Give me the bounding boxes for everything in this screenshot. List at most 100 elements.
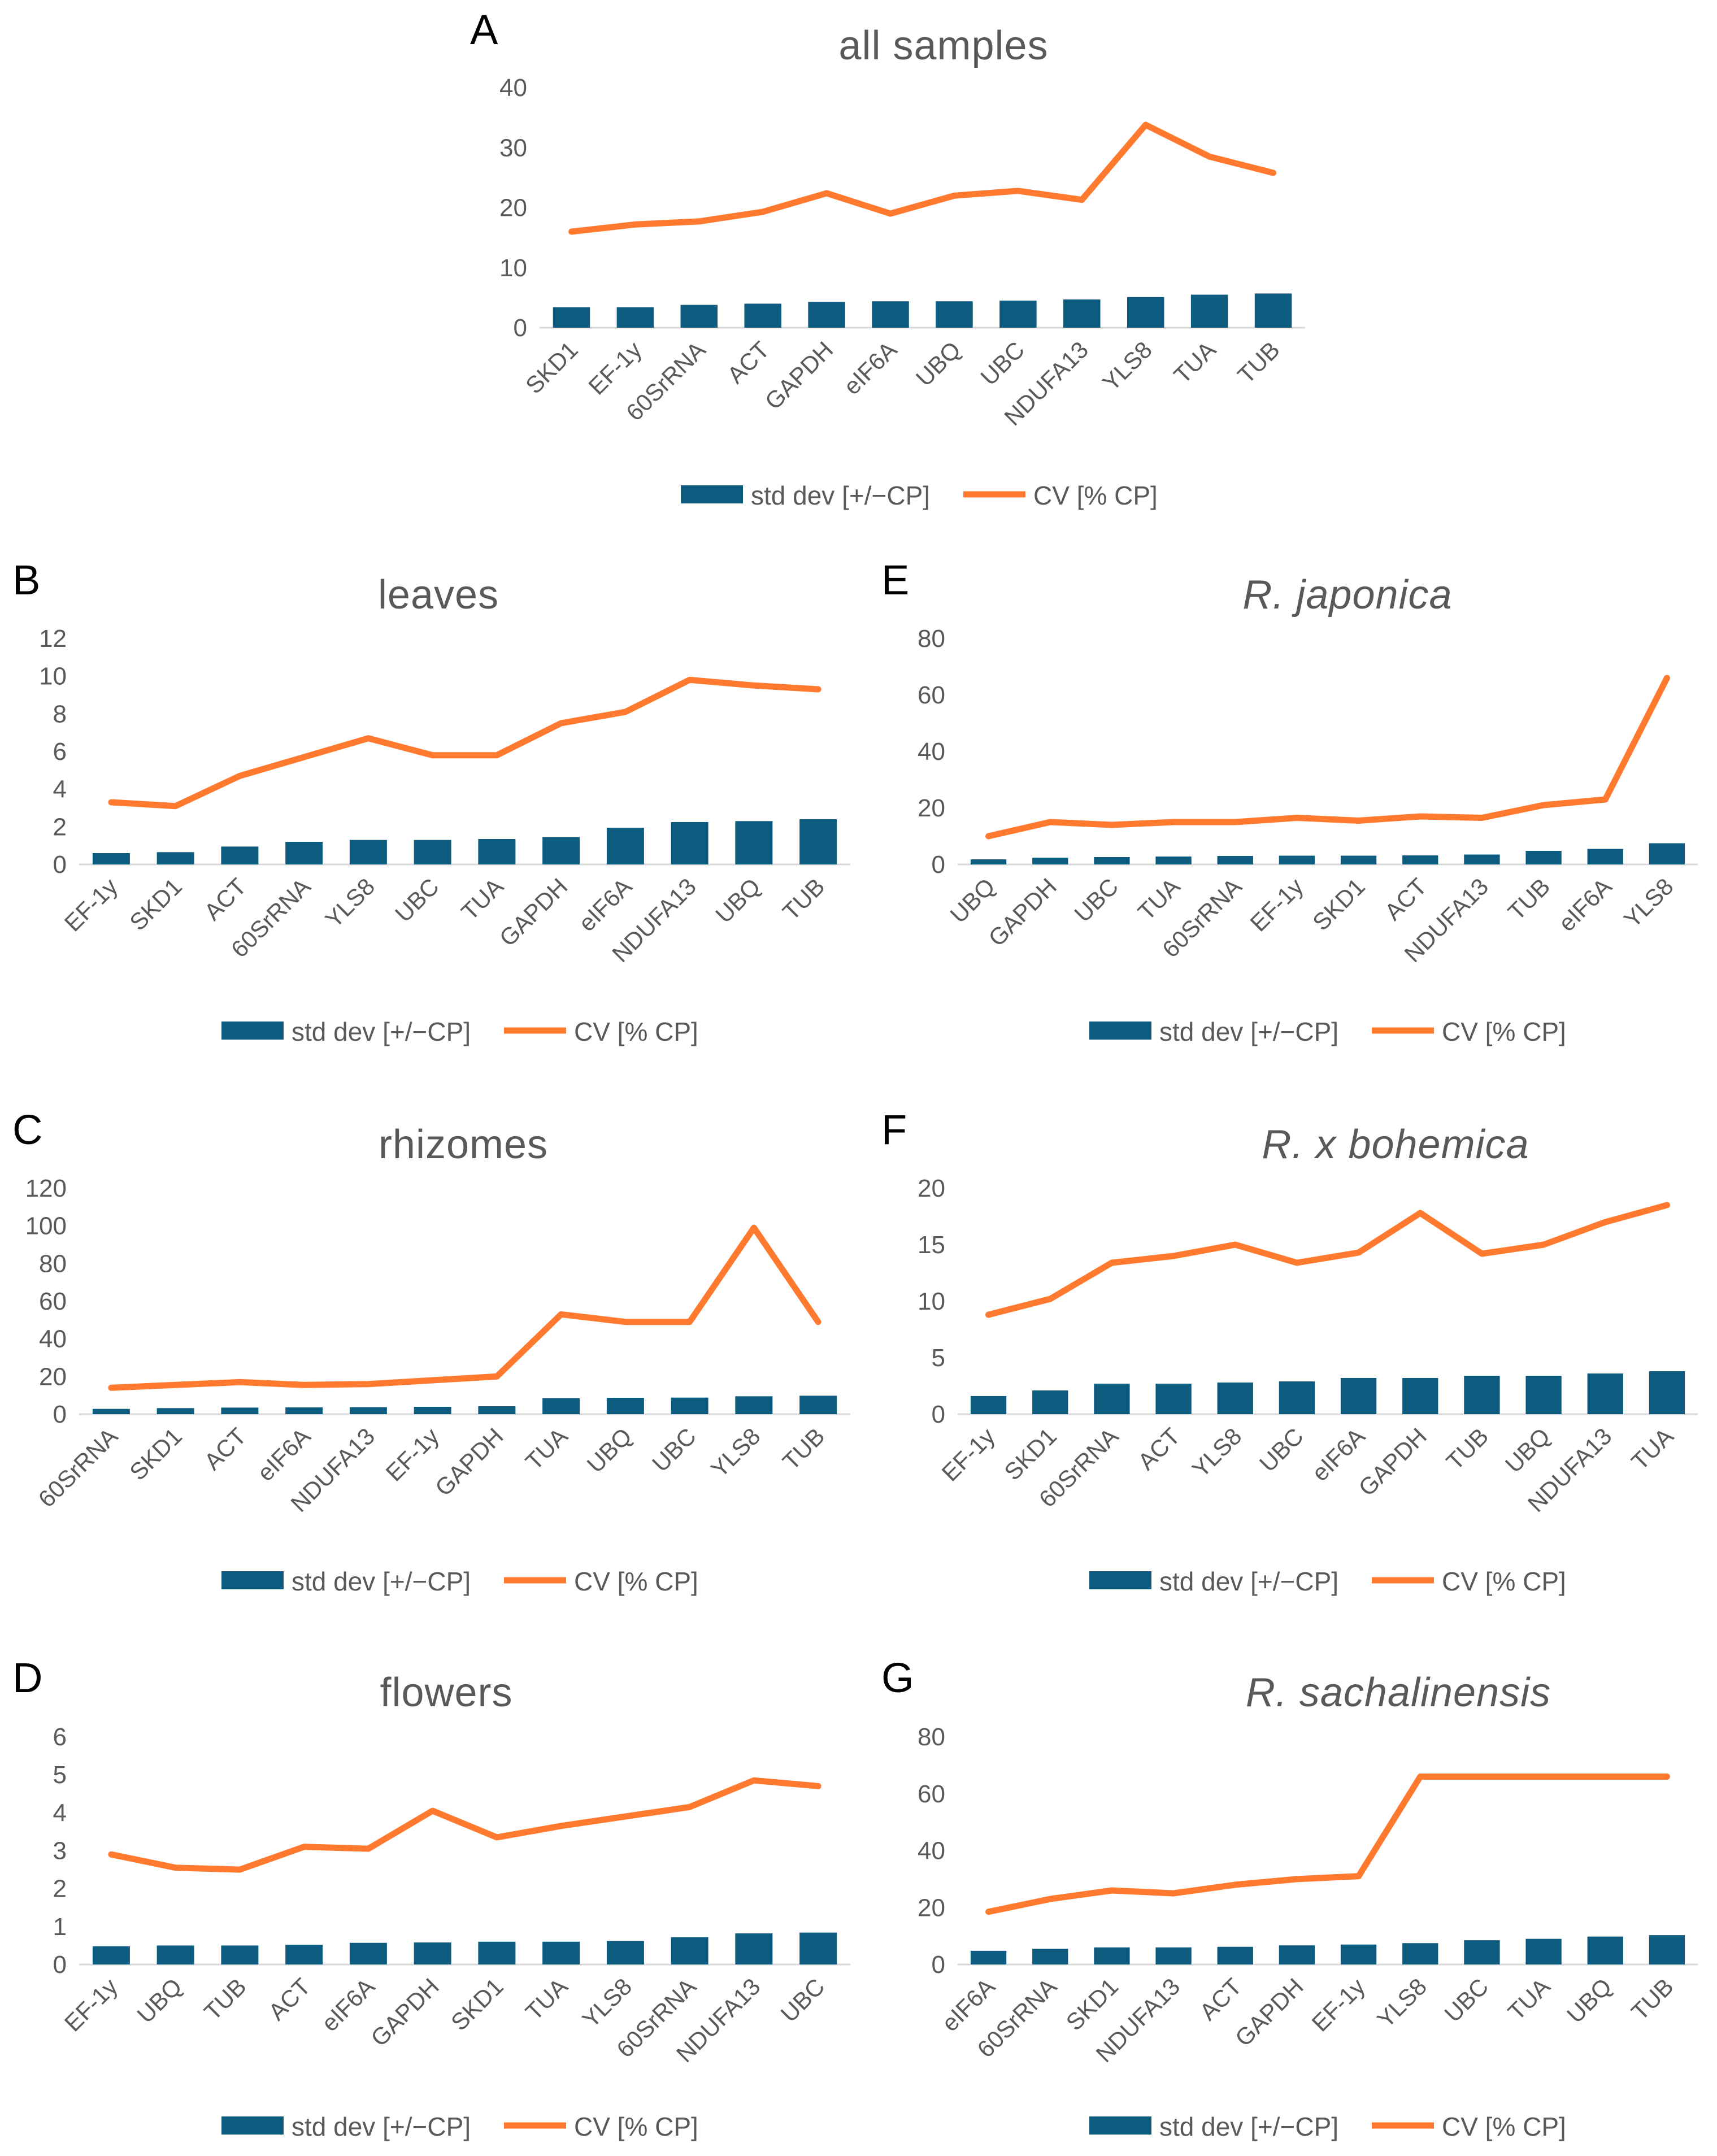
x-tick-label: UBQ — [132, 1973, 187, 2028]
x-tick-label: TUA — [520, 1423, 573, 1475]
bar-std-dev — [1340, 855, 1377, 864]
bar-std-dev — [1525, 851, 1562, 864]
legend-bar-swatch — [1089, 1022, 1151, 1040]
y-tick-label: 15 — [918, 1231, 945, 1259]
legend-bar-label: std dev [+/−CP] — [1159, 1567, 1338, 1596]
bar-std-dev — [1217, 856, 1253, 864]
legend-bar-swatch — [221, 2116, 284, 2135]
bar-std-dev — [1587, 849, 1623, 864]
y-tick-label: 100 — [25, 1212, 67, 1240]
x-tick-label: ACT — [1379, 873, 1432, 925]
x-tick-label: GAPDH — [494, 873, 573, 951]
legend-line-label: CV [% CP] — [1442, 1017, 1566, 1046]
bar-std-dev — [285, 1407, 323, 1414]
legend: std dev [+/−CP] CV [% CP] — [221, 1017, 698, 1046]
x-tick-label: GAPDH — [1353, 1423, 1432, 1501]
bar-std-dev — [735, 1396, 773, 1414]
bar-std-dev — [157, 1408, 194, 1414]
x-tick-label: TUA — [1168, 336, 1221, 389]
x-tick-label: GAPDH — [760, 336, 838, 415]
y-tick-label: 2 — [53, 1875, 67, 1903]
bar-std-dev — [221, 846, 259, 864]
legend-line-label: CV [% CP] — [574, 2112, 698, 2141]
y-tick-label: 6 — [53, 738, 67, 766]
y-tick-label: 20 — [918, 1175, 945, 1202]
panel-letter: G — [881, 1654, 914, 1701]
bar-std-dev — [1155, 1947, 1192, 1964]
y-tick-label: 80 — [39, 1250, 67, 1277]
legend-bar-label: std dev [+/−CP] — [1159, 2112, 1338, 2141]
bar-std-dev — [872, 301, 909, 328]
y-tick-label: 2 — [53, 813, 67, 841]
bar-std-dev — [808, 302, 845, 328]
panel-letter: C — [12, 1106, 42, 1153]
x-tick-label: YLS8 — [1619, 873, 1679, 933]
y-tick-label: 60 — [39, 1288, 67, 1315]
y-tick-label: 20 — [918, 1894, 945, 1922]
bar-std-dev — [970, 1950, 1007, 1964]
line-cv — [985, 1202, 1670, 1318]
bar-std-dev — [1402, 1943, 1438, 1964]
y-tick-label: 10 — [918, 1288, 945, 1315]
x-tick-label: TUB — [1626, 1973, 1679, 2025]
x-tick-label: UBC — [1069, 873, 1123, 927]
x-tick-label: YLS8 — [1372, 1973, 1432, 2033]
x-tick-label: TUB — [199, 1973, 251, 2025]
x-tick-label: UBC — [975, 336, 1029, 390]
y-tick-label: 8 — [53, 700, 67, 728]
x-tick-label: ACT — [263, 1973, 316, 2025]
x-tick-label: TUA — [456, 873, 508, 925]
y-tick-label: 3 — [53, 1837, 67, 1865]
chart-title: flowers — [380, 1670, 512, 1715]
bar-std-dev — [1464, 1940, 1500, 1964]
x-tick-label: YLS8 — [320, 873, 380, 933]
bar-std-dev — [606, 828, 644, 864]
chart-title: rhizomes — [379, 1122, 548, 1167]
bar-std-dev — [1587, 1936, 1623, 1964]
bar-std-dev — [1525, 1938, 1562, 1964]
x-tick-label: GAPDH — [366, 1973, 444, 2051]
x-tick-label: TUB — [1503, 873, 1555, 925]
x-tick-label: EF-1y — [1245, 873, 1308, 936]
x-tick-label: UBC — [647, 1423, 701, 1477]
y-tick-label: 0 — [932, 851, 945, 879]
bar-std-dev — [799, 1932, 837, 1964]
bar-std-dev — [1525, 1376, 1562, 1414]
bar-std-dev — [1190, 294, 1228, 328]
y-tick-label: 40 — [499, 74, 527, 102]
bar-std-dev — [1464, 1376, 1500, 1414]
x-tick-label: ACT — [722, 336, 775, 389]
x-tick-label: UBQ — [1562, 1973, 1617, 2028]
x-tick-label: YLS8 — [706, 1423, 766, 1483]
x-tick-label: TUA — [1133, 873, 1185, 925]
bar-std-dev — [92, 1946, 130, 1964]
legend-bar-label: std dev [+/−CP] — [292, 2112, 471, 2141]
line-cv — [568, 121, 1276, 235]
x-tick-label: TUB — [777, 1423, 830, 1475]
x-tick-label: 60SrRNA — [33, 1423, 123, 1512]
x-tick-label: UBQ — [911, 336, 966, 392]
bar-std-dev — [1402, 1378, 1438, 1414]
bar-std-dev — [671, 822, 708, 864]
bar-std-dev — [606, 1941, 644, 1964]
bar-std-dev — [1649, 1371, 1685, 1414]
y-tick-label: 30 — [499, 134, 527, 162]
legend: std dev [+/−CP] CV [% CP] — [221, 1567, 698, 1596]
bar-std-dev — [542, 837, 580, 864]
bar-std-dev — [414, 1407, 451, 1414]
panel-letter: B — [12, 557, 40, 603]
bar-std-dev — [1032, 1390, 1068, 1414]
bar-std-dev — [616, 307, 654, 328]
legend: std dev [+/−CP] CV [% CP] — [221, 2112, 698, 2141]
bar-std-dev — [1464, 854, 1500, 864]
bar-std-dev — [1094, 1384, 1130, 1414]
bar-std-dev — [744, 303, 781, 328]
bar-std-dev — [349, 1407, 387, 1414]
legend-line-label: CV [% CP] — [574, 1017, 698, 1046]
y-tick-label: 0 — [53, 851, 67, 879]
legend: std dev [+/−CP] CV [% CP] — [1089, 1017, 1566, 1046]
x-tick-label: TUA — [1503, 1973, 1555, 2025]
x-tick-label: YLS8 — [1187, 1423, 1247, 1483]
